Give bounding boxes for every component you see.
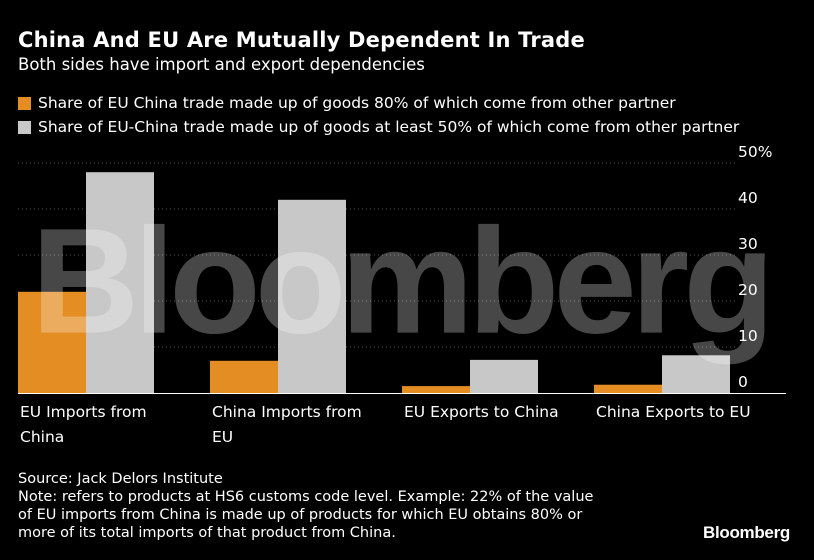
note-line-2: of EU imports from China is made up of p… xyxy=(18,507,583,523)
y-tick-label-50: 50% xyxy=(738,143,772,161)
category-label-1-line-0: China Imports from xyxy=(212,403,362,421)
legend: Share of EU China trade made up of goods… xyxy=(18,91,739,139)
bar-3-series-1 xyxy=(662,355,730,393)
legend-label-50: Share of EU-China trade made up of goods… xyxy=(38,118,740,136)
bar-0-series-1 xyxy=(86,172,154,393)
bar-2-series-0 xyxy=(402,386,470,393)
watermark-bloomberg: Bloomberg xyxy=(31,197,769,365)
category-label-3-line-0: China Exports to EU xyxy=(596,403,751,421)
legend-swatch-orange xyxy=(18,96,31,110)
bar-1-series-1 xyxy=(278,199,346,393)
chart-subtitle: Both sides have import and export depend… xyxy=(18,55,425,74)
bar-3-series-0 xyxy=(594,384,662,393)
category-label-2-line-0: EU Exports to China xyxy=(404,403,559,421)
y-tick-label-10: 10 xyxy=(738,327,758,345)
chart-title: China And EU Are Mutually Dependent In T… xyxy=(18,28,585,52)
bar-chart: 50% 40 30 20 10 0 EU Imports from China China Im… xyxy=(18,143,786,446)
y-tick-label-40: 40 xyxy=(738,189,758,207)
brand-logo: Bloomberg xyxy=(702,523,790,542)
y-tick-label-0: 0 xyxy=(738,373,748,391)
bar-0-series-0 xyxy=(18,291,86,393)
category-label-0-line-1: China xyxy=(20,428,64,446)
legend-item-50: Share of EU-China trade made up of goods… xyxy=(18,115,739,139)
legend-item-80: Share of EU China trade made up of goods… xyxy=(18,91,739,115)
y-tick-label-20: 20 xyxy=(738,281,758,299)
y-tick-label-30: 30 xyxy=(738,235,758,253)
legend-label-80: Share of EU China trade made up of goods… xyxy=(38,94,676,112)
source-text: Source: Jack Delors Institute xyxy=(18,471,223,487)
note-line-1: Note: refers to products at HS6 customs … xyxy=(18,489,594,505)
legend-swatch-gray xyxy=(18,120,31,134)
bar-1-series-0 xyxy=(210,360,278,393)
footer-notes: Source: Jack Delors Institute Note: refe… xyxy=(18,470,593,542)
note-line-3: more of its total imports of that produc… xyxy=(18,525,396,541)
category-label-1-line-1: EU xyxy=(212,428,233,446)
category-label-0-line-0: EU Imports from xyxy=(20,403,147,421)
bar-2-series-1 xyxy=(470,359,538,393)
